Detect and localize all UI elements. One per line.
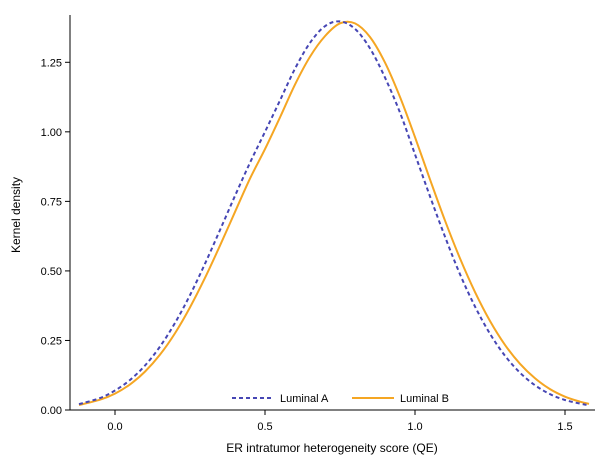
- y-tick-label: 0.00: [41, 405, 62, 417]
- y-tick-label: 0.75: [41, 196, 62, 208]
- x-tick-label: 0.0: [107, 421, 122, 433]
- y-axis-title: Kernel density: [9, 177, 23, 253]
- series-line-luminal-b: [78, 20, 590, 406]
- series-line-luminal-a: [78, 20, 590, 407]
- x-tick-label: 1.5: [557, 421, 572, 433]
- legend-label-luminal-a: Luminal A: [280, 393, 329, 405]
- y-tick-label: 1.25: [41, 57, 62, 69]
- ticks: 0.0 0.5 1.0 1.5 0.00 0.25 0.50 0.75 1.00 1.25: [41, 57, 573, 433]
- plot-area: [78, 20, 590, 407]
- y-tick-label: 1.00: [41, 127, 62, 139]
- axes: [69, 15, 595, 411]
- x-tick-label: 1.0: [407, 421, 422, 433]
- y-tick-label: 0.50: [41, 266, 62, 278]
- x-tick-label: 0.5: [257, 421, 272, 433]
- legend: Luminal A Luminal B: [232, 393, 449, 405]
- x-axis-title: ER intratumor heterogeneity score (QE): [226, 441, 437, 455]
- y-tick-label: 0.25: [41, 335, 62, 347]
- legend-label-luminal-b: Luminal B: [400, 393, 449, 405]
